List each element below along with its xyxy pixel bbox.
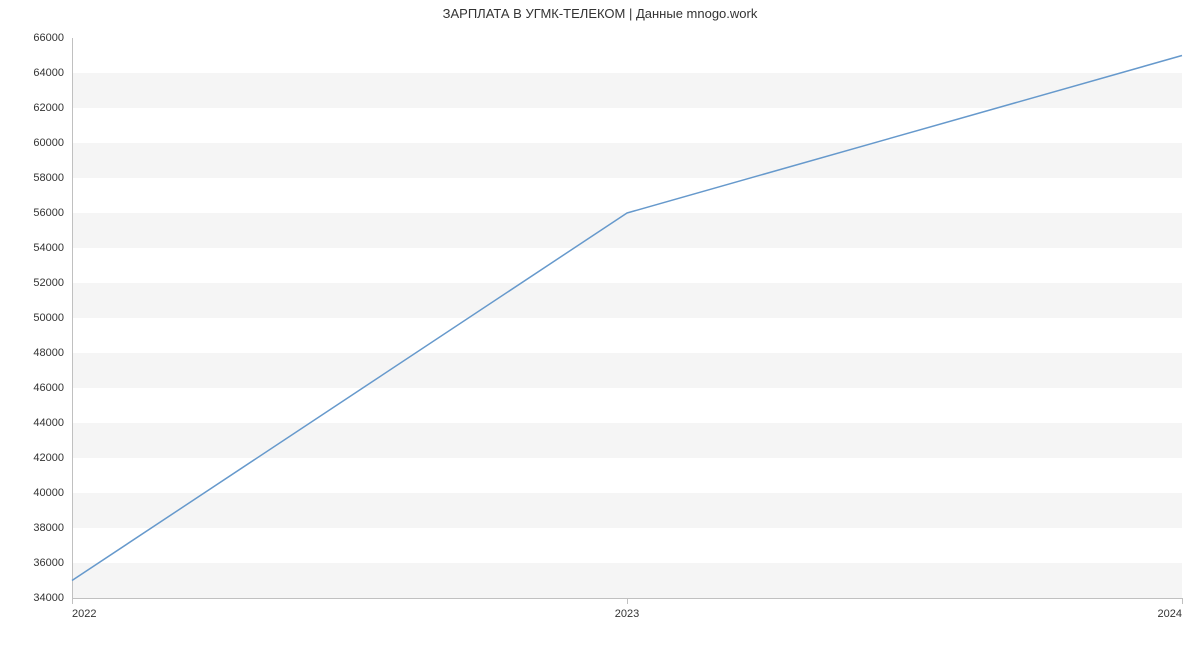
y-tick-label: 42000	[4, 452, 64, 464]
y-tick-label: 34000	[4, 592, 64, 604]
y-tick-label: 36000	[4, 557, 64, 569]
chart-title: ЗАРПЛАТА В УГМК-ТЕЛЕКОМ | Данные mnogo.w…	[0, 6, 1200, 21]
salary-line-chart: ЗАРПЛАТА В УГМК-ТЕЛЕКОМ | Данные mnogo.w…	[0, 0, 1200, 650]
y-tick-label: 58000	[4, 172, 64, 184]
x-tick-label: 2022	[72, 608, 96, 620]
series-salary	[72, 56, 1182, 581]
y-tick-label: 44000	[4, 417, 64, 429]
x-tick-label: 2023	[615, 608, 639, 620]
plot-area: 3400036000380004000042000440004600048000…	[72, 38, 1182, 598]
y-tick-label: 54000	[4, 242, 64, 254]
y-tick-label: 64000	[4, 67, 64, 79]
series-layer	[72, 38, 1182, 598]
y-tick-label: 52000	[4, 277, 64, 289]
y-tick-label: 62000	[4, 102, 64, 114]
y-tick-label: 66000	[4, 32, 64, 44]
y-tick-label: 50000	[4, 312, 64, 324]
x-tick-mark	[72, 598, 73, 604]
y-tick-label: 40000	[4, 487, 64, 499]
x-tick-label: 2024	[1158, 608, 1182, 620]
y-tick-label: 48000	[4, 347, 64, 359]
x-tick-mark	[1182, 598, 1183, 604]
y-tick-label: 60000	[4, 137, 64, 149]
y-tick-label: 38000	[4, 522, 64, 534]
y-tick-label: 56000	[4, 207, 64, 219]
y-tick-label: 46000	[4, 382, 64, 394]
x-tick-mark	[627, 598, 628, 604]
